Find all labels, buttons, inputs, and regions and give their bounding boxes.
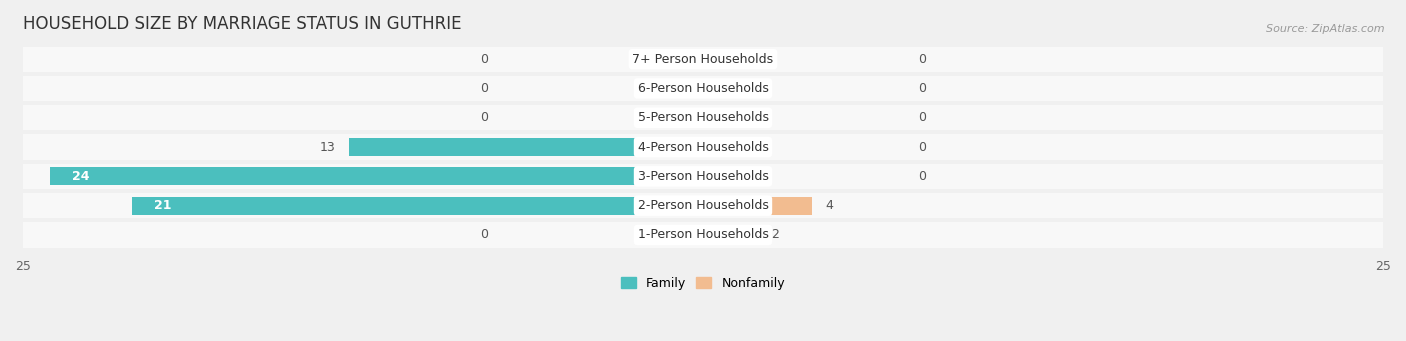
Bar (22, 47, 1384, 72)
Text: 0: 0 (918, 140, 927, 153)
Text: HOUSEHOLD SIZE BY MARRIAGE STATUS IN GUTHRIE: HOUSEHOLD SIZE BY MARRIAGE STATUS IN GUT… (22, 15, 461, 33)
Bar (349, 138, 703, 156)
Bar (22, 193, 1384, 218)
Text: 6-Person Households: 6-Person Households (637, 82, 769, 95)
Bar (662, 50, 703, 68)
Bar (703, 138, 744, 156)
Bar (703, 167, 744, 186)
Text: 0: 0 (918, 53, 927, 66)
Text: 2-Person Households: 2-Person Households (637, 199, 769, 212)
Bar (51, 167, 703, 186)
Text: 0: 0 (479, 228, 488, 241)
Bar (662, 109, 703, 127)
Bar (703, 226, 758, 244)
Text: 3-Person Households: 3-Person Households (637, 170, 769, 183)
Text: 5-Person Households: 5-Person Households (637, 111, 769, 124)
Bar (22, 164, 1384, 189)
Text: 0: 0 (918, 82, 927, 95)
Bar (662, 79, 703, 98)
Bar (703, 109, 744, 127)
Text: 0: 0 (479, 111, 488, 124)
Text: 0: 0 (918, 111, 927, 124)
Text: Source: ZipAtlas.com: Source: ZipAtlas.com (1267, 24, 1385, 34)
Bar (22, 222, 1384, 248)
Text: 0: 0 (918, 170, 927, 183)
Text: 13: 13 (321, 140, 336, 153)
Bar (22, 105, 1384, 130)
Bar (132, 197, 703, 215)
Bar (662, 226, 703, 244)
Bar (22, 134, 1384, 160)
Bar (703, 50, 744, 68)
Text: 2: 2 (770, 228, 779, 241)
Bar (703, 79, 744, 98)
Text: 24: 24 (72, 170, 90, 183)
Text: 7+ Person Households: 7+ Person Households (633, 53, 773, 66)
Text: 21: 21 (153, 199, 172, 212)
Legend: Family, Nonfamily: Family, Nonfamily (616, 272, 790, 295)
Bar (703, 197, 811, 215)
Text: 0: 0 (479, 82, 488, 95)
Text: 4-Person Households: 4-Person Households (637, 140, 769, 153)
Bar (22, 76, 1384, 101)
Text: 0: 0 (479, 53, 488, 66)
Text: 4: 4 (825, 199, 834, 212)
Text: 1-Person Households: 1-Person Households (637, 228, 769, 241)
